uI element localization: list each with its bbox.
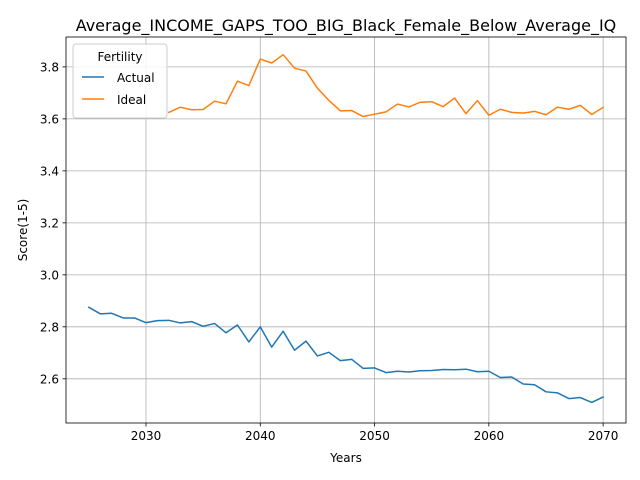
y-tick-label: 3.6 [40, 112, 59, 126]
legend-label-actual: Actual [117, 71, 155, 85]
y-tick-label: 2.6 [40, 372, 59, 386]
y-tick-label: 3.2 [40, 216, 59, 230]
y-axis-ticks: 2.6 2.8 3.0 3.2 3.4 3.6 3.8 [40, 60, 66, 386]
legend-label-ideal: Ideal [117, 93, 146, 107]
x-tick-label: 2050 [359, 429, 390, 443]
y-tick-label: 3.0 [40, 268, 59, 282]
y-tick-label: 3.4 [40, 164, 59, 178]
x-tick-label: 2040 [245, 429, 276, 443]
legend-title: Fertility [97, 50, 142, 64]
y-tick-label: 3.8 [40, 60, 59, 74]
x-axis-ticks: 2030 2040 2050 2060 2070 [131, 423, 619, 443]
x-tick-label: 2070 [588, 429, 619, 443]
legend: Fertility Actual Ideal [72, 43, 168, 119]
y-axis-label: Score(1-5) [16, 199, 30, 262]
series-line-actual [87, 306, 605, 404]
plot-frame [65, 36, 627, 424]
x-tick-label: 2030 [131, 429, 162, 443]
x-axis-label: Years [329, 451, 362, 465]
series-lines [87, 53, 605, 404]
chart-title: Average_INCOME_GAPS_TOO_BIG_Black_Female… [76, 16, 617, 36]
series-line-ideal [167, 53, 605, 118]
y-tick-label: 2.8 [40, 320, 59, 334]
x-tick-label: 2060 [474, 429, 505, 443]
grid [66, 37, 626, 423]
